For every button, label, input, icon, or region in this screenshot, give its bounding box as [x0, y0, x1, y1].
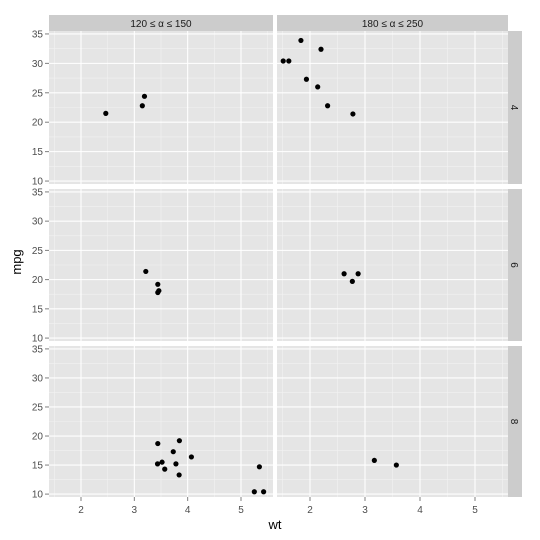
data-point	[155, 281, 161, 287]
y-tick-label: 30	[32, 217, 44, 228]
data-point	[303, 76, 310, 82]
data-point	[350, 111, 356, 117]
data-point	[325, 103, 331, 109]
x-tick-label: 3	[362, 505, 368, 516]
data-point	[280, 58, 286, 64]
data-point	[256, 464, 262, 470]
data-point	[188, 454, 194, 460]
column-strip-label: 120 ≤ α ≤ 150	[130, 19, 192, 30]
data-point	[162, 466, 168, 472]
y-tick-label: 35	[32, 187, 44, 198]
y-tick-label: 15	[32, 147, 44, 158]
data-point	[355, 271, 361, 277]
panels-layer	[49, 31, 508, 497]
x-tick-label: 3	[132, 505, 138, 516]
data-point	[154, 461, 161, 467]
data-point	[176, 438, 182, 444]
x-tick-label: 5	[238, 505, 244, 516]
data-point	[393, 462, 399, 468]
data-point	[349, 278, 355, 284]
data-point	[286, 58, 292, 64]
data-point	[261, 489, 267, 495]
row-strip-label: 8	[508, 419, 519, 425]
data-point	[159, 459, 165, 465]
y-tick-label: 25	[32, 402, 44, 413]
column-strip-label: 180 ≤ α ≤ 250	[362, 19, 424, 30]
column-strip	[49, 15, 273, 31]
y-tick-label: 15	[32, 304, 44, 315]
y-tick-label: 35	[32, 29, 44, 40]
y-tick-label: 20	[32, 432, 44, 443]
row-strip	[508, 31, 522, 184]
row-strip	[508, 346, 522, 497]
row-strip	[508, 189, 522, 341]
data-point	[156, 288, 162, 294]
y-tick-label: 20	[32, 118, 44, 129]
data-point	[173, 461, 179, 467]
strips-layer: 120 ≤ α ≤ 150 180 ≤ α ≤ 250 4 6 8	[49, 15, 522, 497]
y-tick-label: 10	[32, 490, 44, 501]
row-strip-label: 4	[508, 105, 519, 111]
y-axis-title: mpg	[9, 249, 24, 274]
x-tick-label: 4	[417, 505, 423, 516]
data-point	[103, 110, 109, 116]
y-tick-label: 25	[32, 88, 44, 99]
row-strip-label: 6	[508, 262, 519, 268]
data-point	[141, 93, 148, 99]
y-tick-label: 20	[32, 275, 44, 286]
data-point	[341, 271, 347, 277]
points-layer	[103, 37, 399, 495]
x-axis-title: wt	[268, 517, 282, 532]
data-point	[143, 268, 149, 275]
y-tick-label: 10	[32, 334, 44, 345]
y-tick-label: 25	[32, 246, 44, 257]
column-strip	[277, 15, 508, 31]
data-point	[315, 84, 321, 90]
data-point	[298, 37, 304, 44]
data-point	[318, 46, 324, 52]
data-point	[155, 440, 161, 447]
x-tick-label: 2	[78, 505, 84, 516]
y-tick-label: 10	[32, 177, 44, 188]
x-tick-label: 2	[307, 505, 313, 516]
x-tick-label: 5	[472, 505, 478, 516]
data-point	[371, 457, 377, 464]
data-point	[139, 103, 145, 109]
data-point	[170, 449, 176, 455]
y-tick-label: 35	[32, 344, 44, 355]
data-point	[176, 472, 182, 478]
y-tick-label: 15	[32, 461, 44, 472]
y-tick-label: 30	[32, 373, 44, 384]
x-tick-label: 4	[185, 505, 191, 516]
y-tick-label: 30	[32, 59, 44, 70]
data-point	[251, 489, 257, 495]
